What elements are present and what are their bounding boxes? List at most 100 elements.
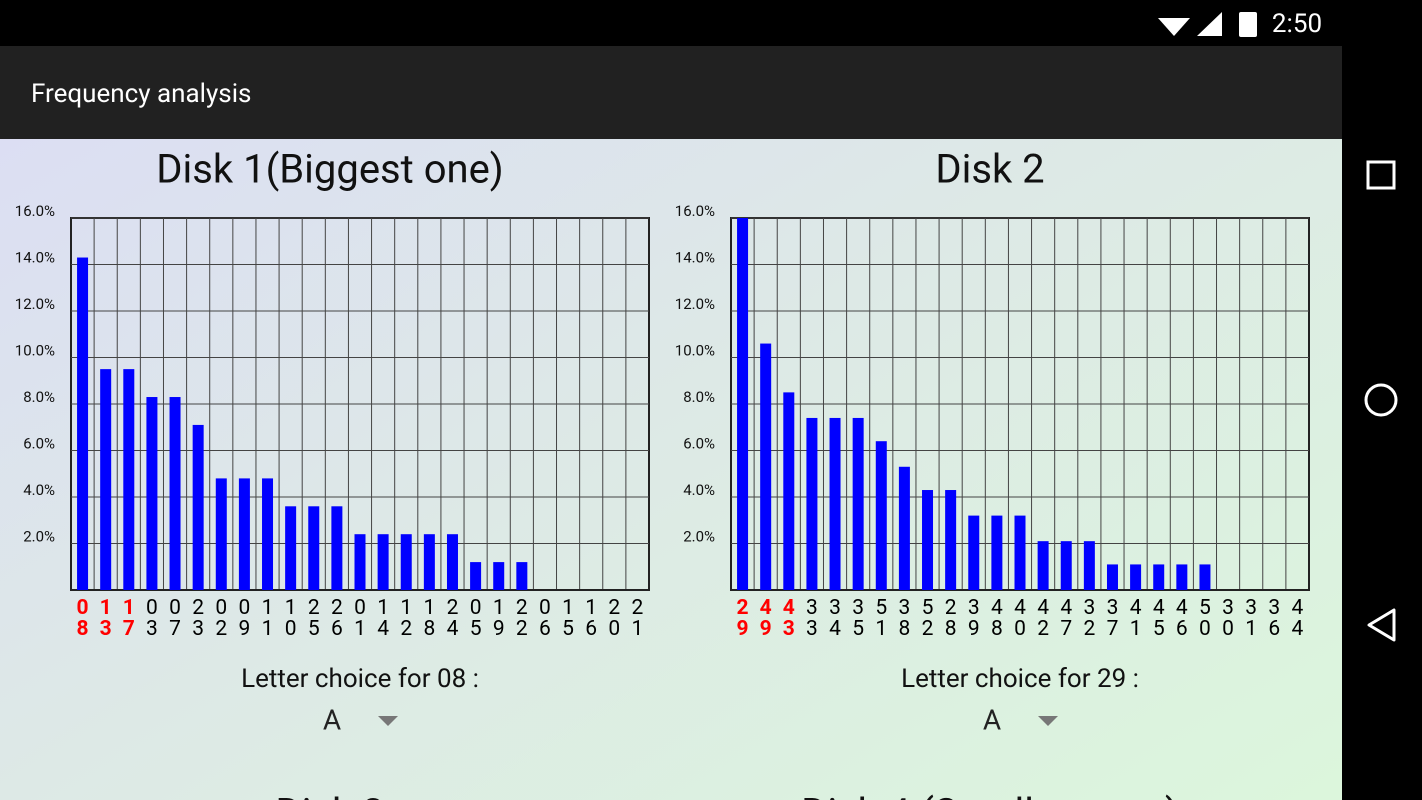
bar <box>945 490 957 590</box>
bar <box>1153 564 1165 590</box>
y-tick-label: 4.0% <box>683 481 715 499</box>
bar <box>783 392 795 590</box>
next-chart-title: Disk 4 (Smallest one) <box>801 790 1179 800</box>
y-tick-label: 8.0% <box>23 388 55 406</box>
y-tick-label: 6.0% <box>23 434 55 452</box>
y-tick-label: 14.0% <box>15 248 55 266</box>
y-tick-label: 14.0% <box>675 248 715 266</box>
bar <box>354 534 366 590</box>
bar <box>77 257 89 590</box>
bar <box>968 515 980 590</box>
bar <box>922 490 934 590</box>
spinner-arrow[interactable] <box>378 716 398 726</box>
bar <box>146 397 158 590</box>
bar <box>308 506 320 590</box>
home-button[interactable] <box>1364 383 1398 417</box>
letter-choice-label: Letter choice for 08 : <box>241 664 479 694</box>
bar <box>423 534 435 590</box>
bar <box>331 506 343 590</box>
back-button[interactable] <box>1367 608 1396 642</box>
bar <box>493 562 505 590</box>
chart-title: Disk 2 <box>935 146 1044 193</box>
y-tick-label: 10.0% <box>675 341 715 359</box>
signal-icon <box>1197 12 1222 36</box>
next-chart-title: Disk 3 <box>275 790 384 800</box>
status-time: 2:50 <box>1272 9 1322 39</box>
bar <box>123 369 135 590</box>
y-tick-label: 6.0% <box>683 434 715 452</box>
y-tick-label: 2.0% <box>23 527 55 545</box>
bar <box>262 478 274 590</box>
y-tick-label: 8.0% <box>683 388 715 406</box>
bar <box>898 466 910 590</box>
letter-choice-value[interactable]: A <box>983 703 1001 736</box>
bar <box>516 562 528 590</box>
bar <box>1083 541 1095 590</box>
status-bar <box>0 0 1422 46</box>
wifi-icon <box>1158 18 1190 36</box>
bar <box>852 417 864 590</box>
bar <box>1199 564 1211 590</box>
bar <box>875 441 887 590</box>
spinner-arrow[interactable] <box>1038 716 1058 726</box>
bar <box>1037 541 1049 590</box>
bar <box>285 506 297 590</box>
bar <box>829 417 841 590</box>
app-title: Frequency analysis <box>31 79 251 109</box>
bar <box>215 478 227 590</box>
app-bar <box>0 46 1342 139</box>
y-tick-label: 4.0% <box>23 481 55 499</box>
bar <box>400 534 412 590</box>
bar <box>238 478 250 590</box>
bar <box>169 397 181 590</box>
y-tick-label: 12.0% <box>15 295 55 313</box>
letter-choice-label: Letter choice for 29 : <box>901 664 1139 694</box>
bar <box>1130 564 1142 590</box>
letter-choice-value[interactable]: A <box>323 703 341 736</box>
bar <box>760 343 772 590</box>
recents-button[interactable] <box>1366 160 1396 190</box>
chart-title: Disk 1(Biggest one) <box>156 146 503 193</box>
y-tick-label: 16.0% <box>15 202 55 220</box>
bar <box>1106 564 1118 590</box>
bar <box>1176 564 1188 590</box>
y-tick-label: 2.0% <box>683 527 715 545</box>
